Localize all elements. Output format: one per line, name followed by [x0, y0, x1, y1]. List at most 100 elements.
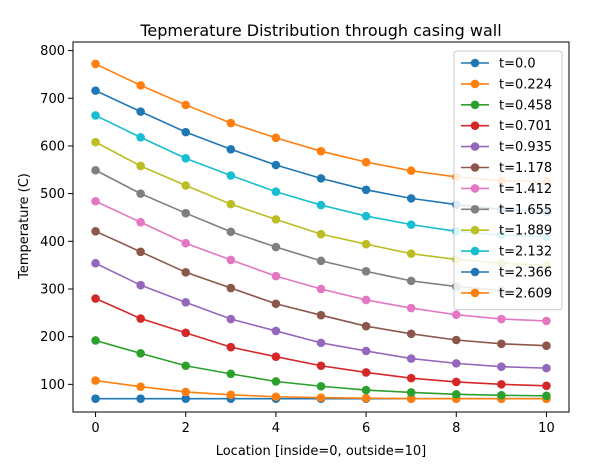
- data-point: [226, 283, 236, 293]
- data-point: [271, 392, 281, 402]
- data-point: [181, 127, 191, 137]
- series-group: [91, 196, 551, 326]
- data-point: [226, 314, 236, 324]
- axis-ticks-layer: 0 2 4 6 8 10 100 200 300 400 500 600 700 800: [40, 44, 555, 436]
- data-point: [91, 59, 100, 69]
- data-point: [361, 295, 371, 305]
- x-tick-label: 8: [452, 421, 460, 436]
- legend-marker: [470, 121, 480, 130]
- data-point: [136, 382, 145, 392]
- data-point: [497, 339, 506, 349]
- data-point: [226, 227, 236, 237]
- data-point: [181, 361, 191, 371]
- chart-title: Tepmerature Distribution through casing …: [139, 21, 501, 40]
- legend-entry: t=1.655: [461, 203, 552, 218]
- legend-entry: t=1.178: [461, 161, 552, 176]
- legend-marker: [470, 79, 480, 89]
- legend-entry: t=1.889: [461, 224, 552, 239]
- x-tick-label: 0: [91, 421, 99, 436]
- data-point: [136, 314, 145, 323]
- data-point: [136, 81, 145, 90]
- legend-label: t=0.224: [499, 77, 552, 92]
- data-point: [136, 133, 145, 142]
- data-point: [361, 211, 371, 221]
- data-point: [542, 341, 551, 351]
- legend-marker: [470, 100, 480, 110]
- data-point: [542, 391, 551, 401]
- data-point: [91, 226, 100, 236]
- legend-marker: [470, 246, 480, 256]
- legend-entry: t=0.0: [461, 57, 536, 72]
- x-tick-label: 2: [182, 421, 190, 436]
- data-point: [226, 118, 236, 128]
- legend-marker: [470, 142, 480, 151]
- data-point: [181, 238, 191, 248]
- legend-label: t=2.132: [499, 245, 552, 260]
- legend-label: t=2.366: [499, 266, 552, 281]
- data-point: [361, 393, 371, 403]
- data-point: [406, 354, 416, 363]
- data-point: [91, 258, 100, 268]
- data-point: [271, 133, 281, 143]
- data-point: [226, 171, 236, 180]
- data-point: [271, 326, 281, 336]
- data-point: [136, 161, 145, 171]
- data-point: [91, 336, 100, 345]
- data-point: [136, 280, 145, 290]
- data-point: [181, 154, 191, 163]
- data-point: [271, 299, 281, 309]
- legend-entry: t=2.366: [461, 266, 552, 281]
- legend-label: t=0.701: [499, 119, 552, 134]
- y-tick-label: 500: [40, 187, 65, 202]
- data-point: [271, 352, 281, 361]
- legend-label: t=1.412: [499, 182, 552, 197]
- data-point: [181, 328, 191, 338]
- data-point: [406, 329, 416, 339]
- data-point: [451, 310, 461, 320]
- data-point: [361, 185, 371, 195]
- data-point: [91, 111, 100, 120]
- data-point: [316, 256, 326, 266]
- data-point: [497, 362, 506, 372]
- data-point: [91, 86, 100, 95]
- data-point: [361, 346, 371, 356]
- data-point: [226, 342, 236, 352]
- legend-box: [453, 50, 563, 311]
- y-tick-label: 200: [40, 330, 65, 345]
- series-group: [91, 258, 551, 373]
- data-point: [542, 316, 551, 326]
- legend-label: t=1.655: [499, 203, 552, 218]
- legend-label: t=0.458: [499, 98, 552, 113]
- data-point: [181, 387, 191, 397]
- y-tick-label: 600: [40, 139, 65, 154]
- data-point: [226, 369, 236, 379]
- legend-marker: [470, 267, 480, 277]
- legend-marker: [470, 205, 480, 214]
- data-point: [91, 294, 100, 303]
- data-point: [406, 388, 416, 397]
- legend-label: t=1.889: [499, 224, 552, 239]
- data-point: [316, 361, 326, 371]
- legend-entry: t=2.132: [461, 245, 552, 260]
- legend-marker: [470, 163, 480, 172]
- legend-entry: t=0.458: [461, 98, 552, 113]
- data-point: [271, 160, 281, 170]
- data-point: [271, 215, 281, 224]
- data-point: [451, 359, 461, 368]
- y-tick-label: 300: [40, 282, 65, 297]
- data-point: [271, 242, 281, 252]
- data-point: [181, 181, 191, 190]
- data-point: [497, 380, 506, 389]
- data-point: [226, 199, 236, 209]
- y-tick-label: 100: [40, 378, 65, 393]
- data-point: [181, 100, 191, 110]
- data-point: [91, 196, 100, 206]
- x-tick-label: 10: [538, 421, 555, 436]
- legend-entry: t=0.224: [461, 77, 552, 92]
- series-group: [91, 294, 551, 391]
- data-point: [271, 271, 281, 281]
- data-point: [361, 368, 371, 377]
- legend-entry: t=1.412: [461, 182, 552, 197]
- legend-marker: [470, 184, 480, 193]
